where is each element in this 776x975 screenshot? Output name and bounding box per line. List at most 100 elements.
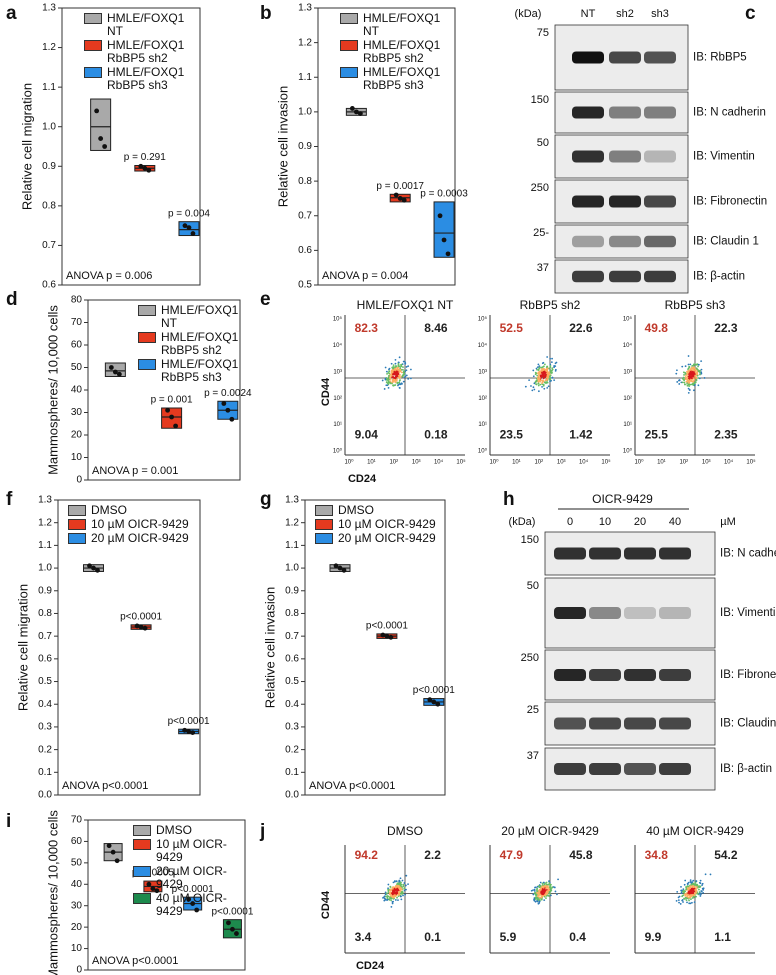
blot-band [609,150,641,163]
data-point [229,416,235,422]
event-dot [688,389,691,391]
blot-column-label: NT [581,8,596,20]
event-dot [545,381,548,383]
legend-label: HMLE/FOXQ1 NT [363,11,441,38]
event-dot [390,370,393,372]
y-tick-label: 70 [71,815,83,826]
event-dot [549,365,552,367]
event-dot [690,887,693,890]
quadrant-percent: 5.9 [500,930,517,944]
event-dot [535,893,538,896]
blot-band [624,669,656,681]
event-dot [401,383,403,385]
event-dot [537,363,540,366]
p-value-label: p = 0.0017 [376,181,424,192]
event-dot [402,360,405,363]
event-dot [545,897,547,900]
quadrant-percent: 0.4 [569,930,586,944]
event-dot [698,891,701,893]
event-dot [404,361,407,364]
event-dot [686,882,689,885]
blot-band [609,270,641,283]
event-dot [407,883,409,886]
event-dot [687,363,690,366]
blot-band [572,106,604,119]
event-dot [686,373,689,375]
blot-column-label: (kDa) [515,8,542,20]
event-dot [383,388,386,390]
event-dot [681,381,684,384]
event-dot [388,898,390,901]
blot-band [589,607,621,619]
blot-band [572,235,604,248]
event-dot [384,898,387,901]
event-dot [541,368,544,370]
quadrant-percent: 8.46 [424,321,448,335]
event-dot [686,384,689,387]
y-tick-label: 80 [71,295,83,306]
blot-band [554,669,586,681]
blot-band [589,669,621,681]
event-dot [405,369,408,372]
event-dot [684,893,687,896]
legend-swatch [68,505,86,516]
event-dot [532,369,535,372]
y-tick-label: 1.0 [298,107,312,118]
data-point [116,371,122,377]
data-point [431,699,437,705]
legend-entry: HMLE/FOXQ1 NT [138,304,238,330]
flow-x-tick: 10³ [412,460,421,466]
blot-band [554,607,586,619]
event-dot [385,370,388,373]
event-dot [401,368,404,371]
event-dot [683,883,686,886]
event-dot [399,382,401,385]
event-dot [697,893,699,895]
y-tick-label: 10 [71,943,83,954]
event-dot [544,889,547,892]
event-dot [549,892,552,895]
blot-band [644,51,676,64]
y-tick-label: 0.7 [285,631,299,642]
event-dot [384,378,387,381]
event-dot [404,893,407,896]
event-dot [538,377,541,379]
plot-frame [61,7,201,286]
data-point [357,111,363,117]
quadrant-percent: 47.9 [500,848,524,862]
event-dot [695,377,698,380]
event-dot [549,357,552,360]
event-dot [700,368,703,371]
event-dot [539,889,542,891]
event-dot [687,355,690,357]
event-dot [392,372,395,375]
event-dot [546,892,548,894]
event-dot [686,894,689,897]
event-dot [696,363,698,366]
event-dot [550,361,553,364]
y-tick-label: 40 [71,385,83,396]
legend-label: HMLE/FOXQ1 RbBP5 sh3 [107,65,185,92]
event-dot [696,371,699,374]
event-dot [542,881,545,884]
legend: HMLE/FOXQ1 NT HMLE/FOXQ1 RbBP5 sh2 HMLE/FO… [340,12,452,93]
legend-entry: HMLE/FOXQ1 RbBP5 sh2 [340,39,452,65]
event-dot [402,366,404,369]
event-dot [387,386,390,389]
event-dot [551,357,553,360]
data-point [142,165,148,171]
legend: HMLE/FOXQ1 NT HMLE/FOXQ1 RbBP5 sh2 HMLE/FO… [84,12,196,93]
legend-entry: DMSO [68,504,198,517]
legend: DMSO 10 µM OICR-9429 20 µM OICR-9429 40 µM … [133,824,245,919]
y-tick-label: 0.3 [38,722,52,733]
event-dot [537,375,540,378]
y-tick-label: 0.8 [285,608,299,619]
event-dot [390,889,393,892]
event-dot [699,371,701,374]
event-dot [384,366,387,369]
flow-x-tick: 10² [679,460,688,466]
event-dot [681,894,684,897]
event-dot [398,356,401,359]
data-point [190,901,196,906]
